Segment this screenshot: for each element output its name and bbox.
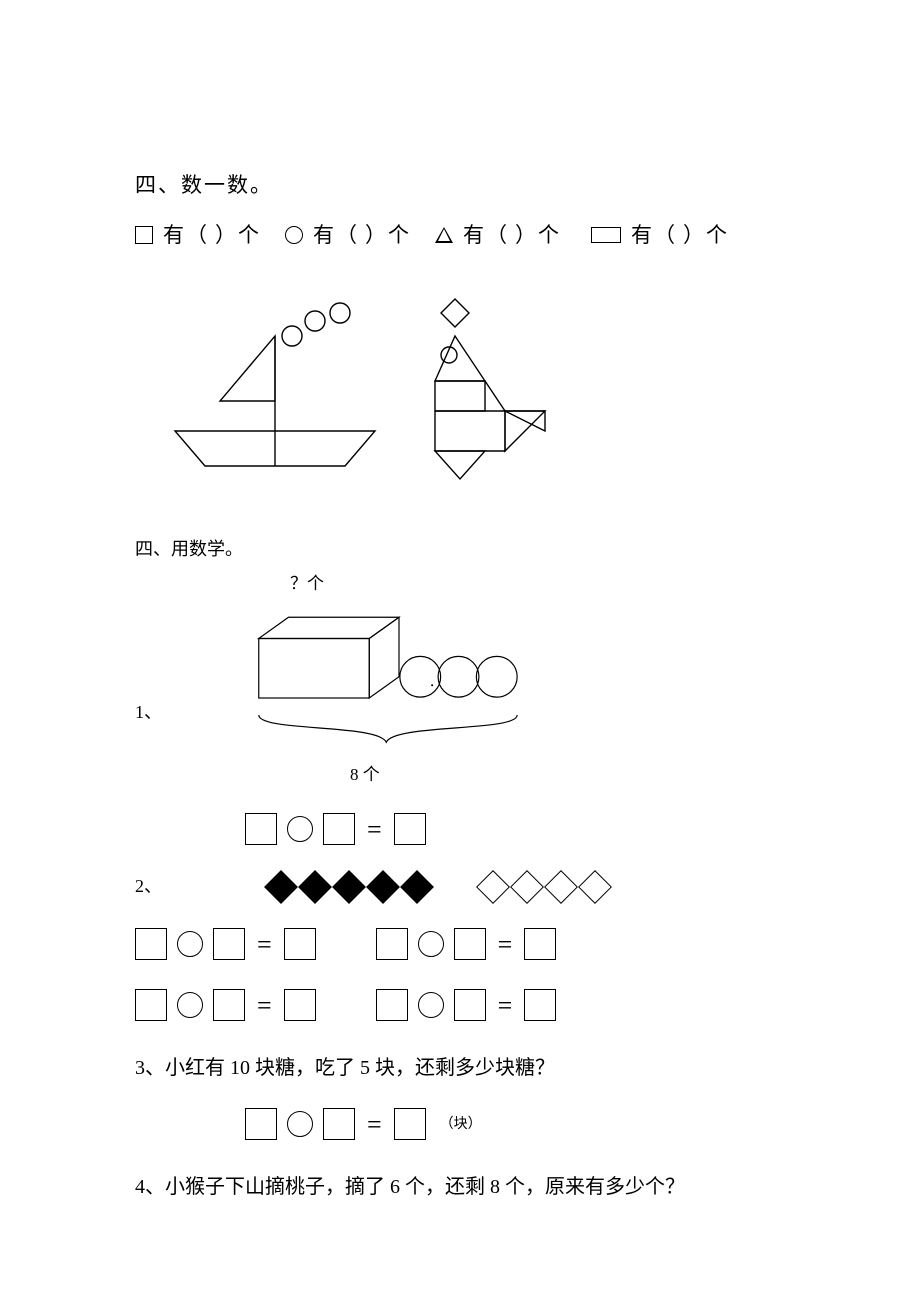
eq-blank-box[interactable] <box>454 928 486 960</box>
eq-blank-box[interactable] <box>524 989 556 1021</box>
outline-diamond-icon <box>578 870 612 904</box>
circle-label-prefix: 有（ <box>313 220 359 252</box>
triangle-label-prefix: 有（ <box>463 220 509 252</box>
q3-text: 3、小红有 10 块糖，吃了 5 块，还剩多少块糖？ <box>135 1053 785 1083</box>
q1-top-label: ？个 <box>290 571 785 597</box>
equals-sign: = <box>365 810 384 849</box>
eq-blank-box[interactable] <box>376 989 408 1021</box>
equals-sign: = <box>365 1105 384 1144</box>
q1-svg <box>185 596 545 766</box>
rect-label-prefix: 有（ <box>631 220 677 252</box>
filled-diamond-icon <box>332 870 366 904</box>
outline-diamond-icon <box>544 870 578 904</box>
eq-blank-box[interactable] <box>284 928 316 960</box>
q3-unit: （块） <box>440 1114 482 1135</box>
eq-op-circle[interactable] <box>287 1111 313 1137</box>
q4-text: 4、小猴子下山摘桃子，摘了 6 个，还剩 8 个，原来有多少个？ <box>135 1172 785 1202</box>
q1-equation: = <box>245 810 785 849</box>
square-label-prefix: 有（ <box>163 220 209 252</box>
eq-op-circle[interactable] <box>418 931 444 957</box>
outline-diamond-icon <box>476 870 510 904</box>
shapes-svg <box>135 281 595 496</box>
equals-sign: = <box>255 986 274 1025</box>
shape-count-line: 有（ ）个 有（ ）个 有（ ）个 有（ ）个 <box>135 220 785 252</box>
eq-blank-box[interactable] <box>213 989 245 1021</box>
eq-blank-box[interactable] <box>245 813 277 845</box>
q2-eq-row-2: = = <box>135 986 785 1025</box>
eq-op-circle[interactable] <box>418 992 444 1018</box>
circle-icon <box>285 226 303 244</box>
triangle-label-suffix: ）个 <box>515 220 561 252</box>
square-icon <box>135 226 153 244</box>
triangle-icon <box>435 227 453 243</box>
shapes-figure <box>135 281 785 506</box>
eq-op-circle[interactable] <box>177 992 203 1018</box>
rect-label-suffix: ）个 <box>683 220 729 252</box>
eq-blank-box[interactable] <box>394 813 426 845</box>
eq-blank-box[interactable] <box>323 813 355 845</box>
eq-blank-box[interactable] <box>135 989 167 1021</box>
eq-blank-box[interactable] <box>135 928 167 960</box>
eq-op-circle[interactable] <box>177 931 203 957</box>
section-4a-title: 四、数一数。 <box>135 170 785 202</box>
eq-op-circle[interactable] <box>287 816 313 842</box>
filled-diamond-icon <box>400 870 434 904</box>
eq-blank-box[interactable] <box>323 1108 355 1140</box>
eq-blank-box[interactable] <box>524 928 556 960</box>
equals-sign: = <box>255 925 274 964</box>
eq-blank-box[interactable] <box>284 989 316 1021</box>
q2-eq-row-1: = = <box>135 925 785 964</box>
filled-diamond-icon <box>298 870 332 904</box>
rectangle-icon <box>591 227 621 243</box>
eq-blank-box[interactable] <box>376 928 408 960</box>
eq-blank-box[interactable] <box>213 928 245 960</box>
filled-diamond-icon <box>264 870 298 904</box>
q2-diamond-row <box>265 871 611 903</box>
eq-blank-box[interactable] <box>394 1108 426 1140</box>
square-label-suffix: ）个 <box>215 220 261 252</box>
eq-blank-box[interactable] <box>454 989 486 1021</box>
q2-number: 2、 <box>135 873 165 900</box>
equals-sign: = <box>496 986 515 1025</box>
circle-label-suffix: ）个 <box>365 220 411 252</box>
q1-number: 1、 <box>135 699 165 726</box>
filled-diamond-icon <box>366 870 400 904</box>
q2-row: 2、 <box>135 871 785 903</box>
q3-equation: = （块） <box>245 1105 785 1144</box>
q1-row: 1、 <box>135 596 785 766</box>
eq-blank-box[interactable] <box>245 1108 277 1140</box>
equals-sign: = <box>496 925 515 964</box>
outline-diamond-icon <box>510 870 544 904</box>
section-4b-title: 四、用数学。 <box>135 536 785 563</box>
